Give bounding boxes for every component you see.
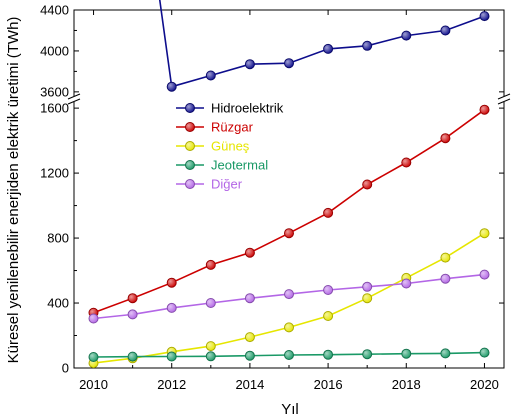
y-tick-label: 1600 xyxy=(40,101,69,116)
axis-break-left xyxy=(67,93,81,105)
axis-ticks: 2010 2012 2014 2016 2018 2020 0 400 800 1200 1600 3… xyxy=(40,3,504,392)
data-point xyxy=(479,347,490,358)
data-point xyxy=(362,293,373,304)
data-point xyxy=(440,348,451,359)
data-point xyxy=(362,179,373,190)
data-point xyxy=(362,281,373,292)
y-tick-label: 4000 xyxy=(40,43,69,58)
y-tick-label: 3600 xyxy=(40,84,69,99)
series-group xyxy=(88,0,490,369)
data-point xyxy=(127,293,138,304)
x-axis-title: Yıl xyxy=(281,401,299,418)
data-point xyxy=(284,289,294,300)
legend-label: Jeotermal xyxy=(211,158,268,173)
data-point xyxy=(440,273,451,284)
data-point xyxy=(127,309,138,320)
series-güneş xyxy=(88,228,490,369)
data-point xyxy=(244,293,255,304)
x-tick-label: 2020 xyxy=(470,377,499,392)
y-tick-label: 400 xyxy=(47,296,69,311)
series-diğer xyxy=(88,269,490,324)
y-tick-label: 1200 xyxy=(40,166,69,181)
series-line xyxy=(158,0,485,88)
x-tick-label: 2018 xyxy=(392,377,421,392)
data-point xyxy=(205,341,216,352)
data-point xyxy=(479,104,490,115)
axis-break-right xyxy=(497,93,511,105)
data-point xyxy=(323,349,334,360)
data-point xyxy=(166,81,177,92)
series-hidroelektrik xyxy=(158,0,490,92)
data-point xyxy=(284,350,294,360)
data-point xyxy=(166,351,177,362)
legend-marker xyxy=(185,103,195,113)
x-tick-label: 2012 xyxy=(157,377,186,392)
data-point xyxy=(205,351,216,362)
data-point xyxy=(284,322,294,333)
data-point xyxy=(479,11,490,22)
x-tick-label: 2014 xyxy=(235,377,264,392)
data-point xyxy=(401,30,412,41)
data-point xyxy=(284,228,294,239)
series-rüzgar xyxy=(88,104,490,318)
y-axis-title: Küresel yenilenebilir enerjiden elektrik… xyxy=(5,17,22,364)
data-point xyxy=(205,298,216,308)
data-point xyxy=(88,352,99,362)
y-tick-label: 4400 xyxy=(40,3,69,18)
series-jeotermal xyxy=(88,347,490,362)
x-tick-label: 2016 xyxy=(314,377,343,392)
data-point xyxy=(401,278,412,289)
data-point xyxy=(244,247,255,258)
data-point xyxy=(401,157,412,168)
legend-label: Rüzgar xyxy=(211,120,254,135)
legend-marker xyxy=(185,141,195,151)
data-point xyxy=(205,70,216,81)
x-tick-label: 2010 xyxy=(79,377,108,392)
legend: Hidroelektrik Rüzgar Güneş Jeotermal Diğer xyxy=(170,96,310,192)
data-point xyxy=(479,228,490,239)
legend-label: Diğer xyxy=(211,177,243,192)
data-point xyxy=(440,133,451,144)
y-tick-label: 800 xyxy=(47,231,69,246)
data-point xyxy=(440,25,451,36)
data-point xyxy=(88,313,99,324)
data-point xyxy=(362,40,373,51)
legend-marker xyxy=(185,160,195,170)
data-point xyxy=(205,259,216,270)
legend-label: Hidroelektrik xyxy=(211,101,284,116)
data-point xyxy=(127,351,138,362)
data-point xyxy=(323,285,334,295)
data-point xyxy=(479,269,490,280)
data-point xyxy=(323,311,334,321)
data-point xyxy=(166,302,177,313)
data-point xyxy=(244,332,255,343)
legend-marker xyxy=(185,179,195,189)
data-point xyxy=(440,252,451,263)
legend-marker xyxy=(185,122,195,132)
data-point xyxy=(362,349,373,360)
data-point xyxy=(401,348,412,359)
data-point xyxy=(323,207,334,218)
data-point xyxy=(323,43,334,54)
data-point xyxy=(244,59,255,70)
data-point xyxy=(284,58,294,69)
legend-label: Güneş xyxy=(211,139,250,154)
data-point xyxy=(166,277,177,288)
y-tick-label: 0 xyxy=(62,361,69,376)
data-point xyxy=(244,350,255,361)
